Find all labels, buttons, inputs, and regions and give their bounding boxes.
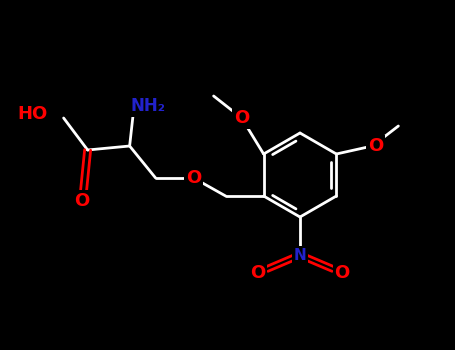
- Text: NH₂: NH₂: [130, 97, 165, 115]
- Text: O: O: [186, 169, 201, 187]
- Text: O: O: [250, 264, 266, 282]
- Text: O: O: [74, 192, 89, 210]
- Text: O: O: [368, 137, 383, 155]
- Text: O: O: [334, 264, 349, 282]
- Text: N: N: [293, 247, 306, 262]
- Text: HO: HO: [17, 105, 48, 123]
- Text: O: O: [234, 109, 249, 127]
